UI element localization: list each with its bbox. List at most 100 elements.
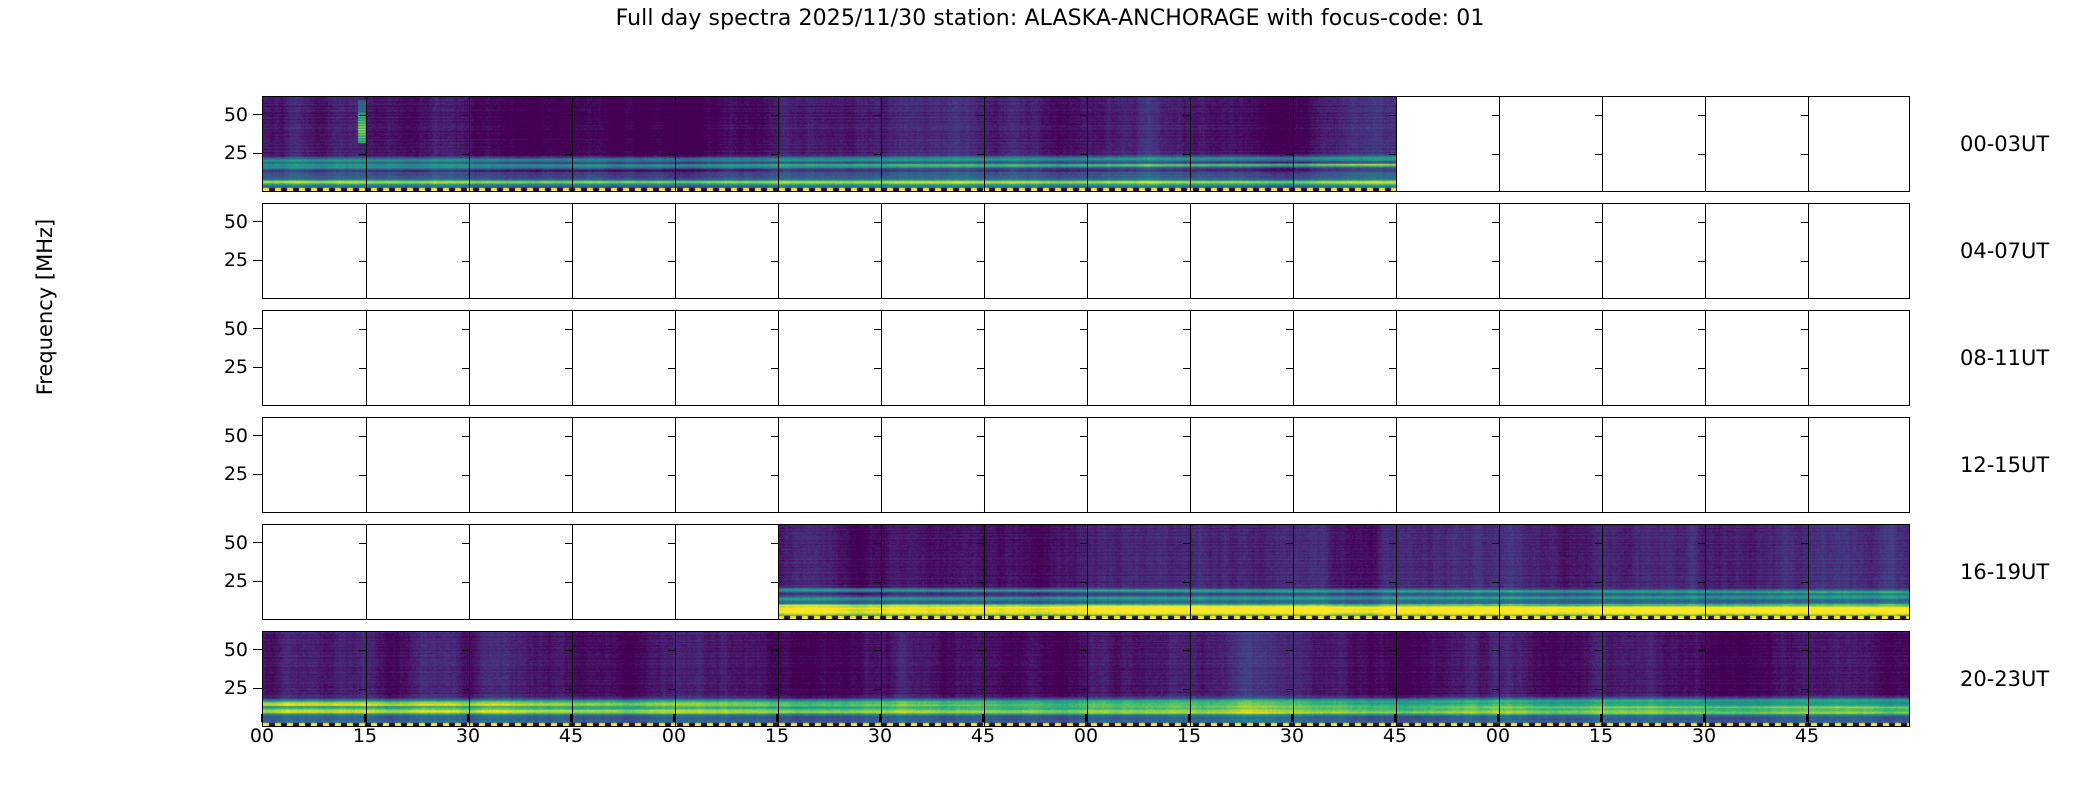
panel-separator: [366, 632, 368, 726]
y-tick-mark-inner: [771, 367, 778, 369]
panel-separator: [1396, 311, 1398, 405]
y-tick-label: 50: [223, 317, 248, 340]
y-tick-mark-inner: [1698, 581, 1705, 583]
y-tick-mark-inner: [668, 435, 675, 438]
y-tick-mark-inner: [1183, 328, 1190, 331]
y-tick-mark-inner: [462, 688, 469, 690]
y-tick-mark-inner: [1080, 474, 1087, 476]
panel-separator: [469, 632, 471, 726]
row-time-range-label: 00-03UT: [1960, 132, 2050, 156]
y-tick-mark-inner: [1698, 367, 1705, 369]
panel-separator: [881, 97, 883, 191]
y-tick-mark-inner: [668, 114, 675, 117]
panel-separator: [1190, 97, 1192, 191]
spectrogram-data-strip: [778, 525, 1909, 619]
y-tick-mark-inner: [668, 581, 675, 583]
panel-separator: [1190, 311, 1192, 405]
y-tick-mark-inner: [565, 581, 572, 583]
y-tick-mark-inner: [1492, 114, 1499, 117]
x-tick-label: 15: [1176, 725, 1202, 747]
y-tick-label: 25: [223, 677, 248, 700]
y-tick-mark-inner: [359, 649, 366, 652]
x-tick-mark: [1394, 714, 1396, 722]
y-tick-mark-inner: [359, 688, 366, 690]
y-tick-mark-inner: [977, 581, 984, 583]
y-tick-mark-inner: [462, 435, 469, 438]
panel-separator: [1293, 632, 1295, 726]
y-tick-mark-inner: [874, 153, 881, 155]
y-tick-mark-inner: [565, 474, 572, 476]
y-tick-label: 25: [223, 356, 248, 379]
panel-separator: [984, 525, 986, 619]
x-tick-label: 30: [1279, 725, 1305, 747]
y-tick-label: 50: [223, 638, 248, 661]
x-tick-label: 00: [661, 725, 687, 747]
x-axis: 00 15 30 45 00 15 30 45 00 15 30 45 00 15 30 45: [250, 714, 1910, 760]
y-axis-label: Frequency [MHz]: [33, 218, 57, 396]
y-tick-mark-inner: [1492, 474, 1499, 476]
y-tick-mark-inner: [1080, 260, 1087, 262]
row-time-range-label: 12-15UT: [1960, 453, 2050, 477]
y-tick-mark-inner: [1183, 581, 1190, 583]
panel-separator: [1087, 204, 1089, 298]
y-tick-mark-inner: [565, 114, 572, 117]
y-tick-mark-inner: [1286, 221, 1293, 224]
y-tick-mark-inner: [1492, 542, 1499, 545]
y-tick-mark-inner: [1389, 581, 1396, 583]
spectrogram-row-grid: 50 25 00-03UT 50 25 04-07UT 50 25 08-11UT 50 25 12-…: [224, 96, 2049, 738]
panel-separator: [1499, 204, 1501, 298]
panel-separator: [469, 204, 471, 298]
y-tick-mark-inner: [1595, 474, 1602, 476]
panel-separator: [778, 311, 780, 405]
y-tick-mark-inner: [1492, 153, 1499, 155]
y-tick-mark-inner: [1492, 221, 1499, 224]
panel-separator: [1190, 632, 1192, 726]
panel-separator: [572, 97, 574, 191]
y-tick-mark: [253, 473, 262, 475]
spectrogram-row-axes: [262, 310, 1910, 406]
x-tick-label: 15: [764, 725, 790, 747]
panel-separator: [1808, 311, 1810, 405]
panel-separator: [1499, 97, 1501, 191]
panel-separator: [1499, 311, 1501, 405]
x-tick-label: 45: [1382, 725, 1408, 747]
panel-separator: [675, 632, 677, 726]
y-tick-mark-inner: [1389, 328, 1396, 331]
y-tick-mark-inner: [1183, 114, 1190, 117]
y-tick-mark-inner: [1801, 328, 1808, 331]
panel-separator: [1190, 525, 1192, 619]
y-tick-mark-inner: [1801, 114, 1808, 117]
row-time-range-label: 08-11UT: [1960, 346, 2050, 370]
y-tick-mark-inner: [1183, 435, 1190, 438]
y-tick-mark-inner: [565, 688, 572, 690]
x-tick-label: 45: [558, 725, 584, 747]
y-tick-mark-inner: [1286, 542, 1293, 545]
y-tick-mark-inner: [359, 153, 366, 155]
y-tick-mark-inner: [1492, 328, 1499, 331]
y-tick-mark-inner: [1801, 260, 1808, 262]
x-tick-mark: [1085, 714, 1087, 722]
y-tick-mark-inner: [1080, 688, 1087, 690]
y-tick-mark-inner: [1801, 542, 1808, 545]
y-tick-mark: [253, 220, 262, 223]
y-tick-mark-inner: [1698, 688, 1705, 690]
y-tick-mark-inner: [1080, 542, 1087, 545]
y-tick-mark-inner: [462, 221, 469, 224]
y-tick-mark: [253, 366, 262, 368]
y-tick-mark-inner: [977, 474, 984, 476]
y-tick-label: 25: [223, 249, 248, 272]
y-tick-mark-inner: [1286, 153, 1293, 155]
y-tick-mark-inner: [668, 221, 675, 224]
y-tick-mark: [253, 113, 262, 116]
y-tick-mark-inner: [1183, 688, 1190, 690]
y-tick-mark-inner: [1492, 581, 1499, 583]
panel-separator: [1190, 204, 1192, 298]
y-tick-mark-inner: [1492, 688, 1499, 690]
panel-separator: [572, 418, 574, 512]
panel-separator: [1396, 204, 1398, 298]
y-tick-mark-inner: [1595, 328, 1602, 331]
y-tick-mark-inner: [359, 542, 366, 545]
panel-separator: [1808, 97, 1810, 191]
y-tick-mark-inner: [1286, 260, 1293, 262]
spectrogram-row-axes: [262, 417, 1910, 513]
